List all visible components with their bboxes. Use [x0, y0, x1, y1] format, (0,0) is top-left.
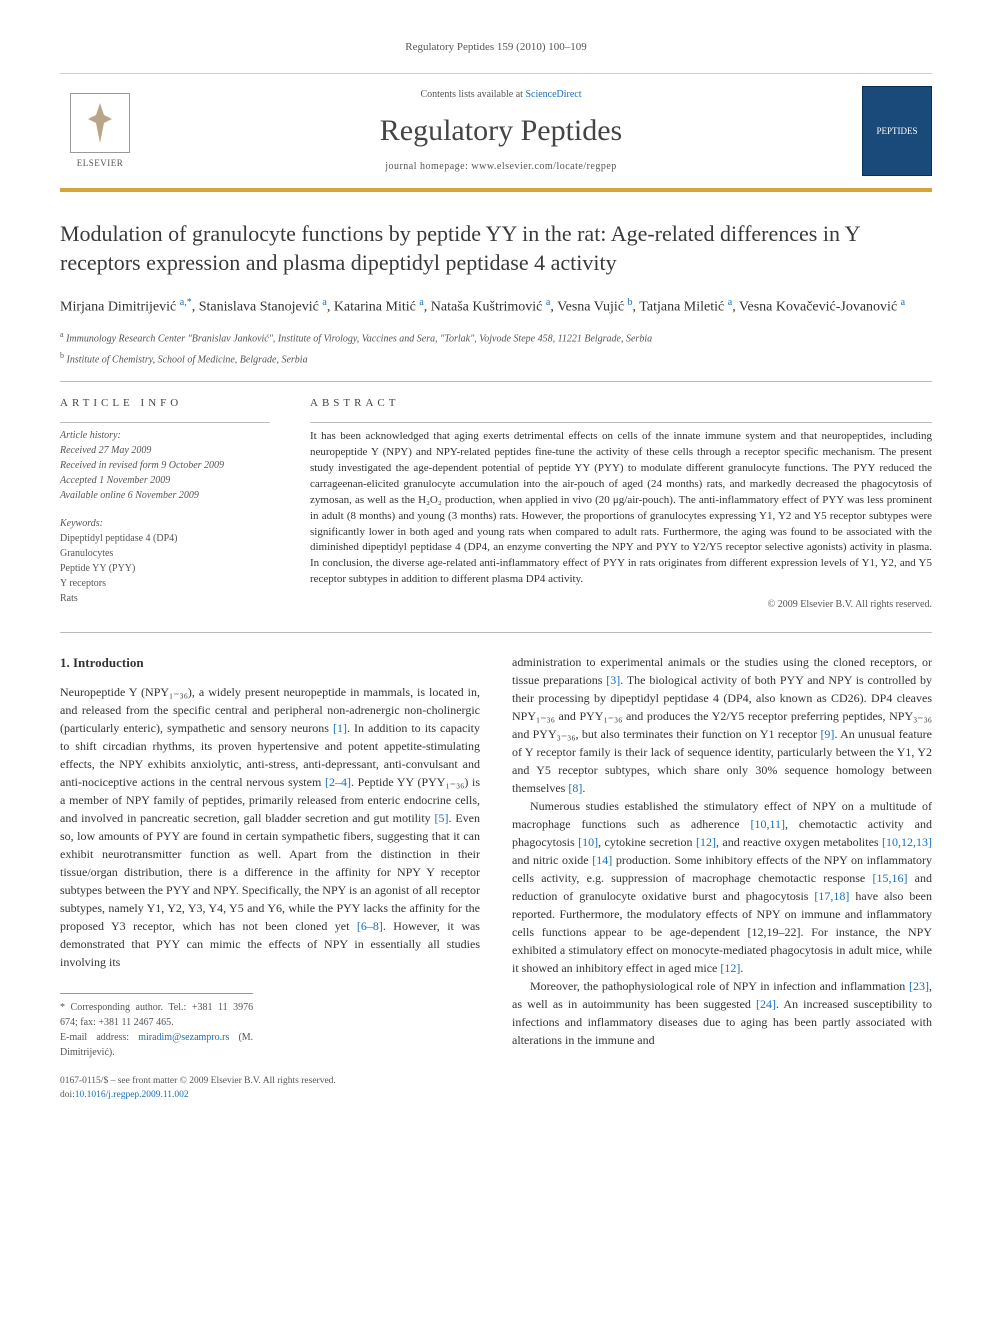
citation-link[interactable]: [5] [435, 811, 449, 825]
divider [60, 422, 270, 423]
homepage-prefix: journal homepage: [385, 161, 471, 172]
front-matter-line: 0167-0115/$ – see front matter © 2009 El… [60, 1074, 480, 1088]
keyword-line: Rats [60, 592, 270, 606]
divider [310, 422, 932, 423]
doi-block: 0167-0115/$ – see front matter © 2009 El… [60, 1074, 480, 1103]
citation-link[interactable]: [1] [333, 721, 347, 735]
citation-link[interactable]: [10,11] [750, 817, 785, 831]
sciencedirect-link[interactable]: ScienceDirect [525, 89, 581, 100]
abstract-copyright: © 2009 Elsevier B.V. All rights reserved… [310, 598, 932, 612]
section-heading-intro: 1. Introduction [60, 653, 480, 673]
citation-link[interactable]: [10] [578, 835, 598, 849]
email-label: E-mail address: [60, 1032, 138, 1043]
corr-email-line: E-mail address: miradim@sezampro.rs (M. … [60, 1030, 253, 1060]
elsevier-tree-icon [70, 93, 130, 153]
keyword-line: Granulocytes [60, 547, 270, 561]
body-paragraph: Moreover, the pathophysiological role of… [512, 977, 932, 1049]
info-abstract-row: article info Article history: Received 2… [60, 396, 932, 612]
citation-link[interactable]: [8] [568, 781, 582, 795]
affiliation-line: a Immunology Research Center "Branislav … [60, 329, 932, 346]
doi-link[interactable]: 10.1016/j.regpep.2009.11.002 [75, 1090, 189, 1100]
corresponding-author-footnote: * Corresponding author. Tel.: +381 11 39… [60, 993, 253, 1060]
article-title: Modulation of granulocyte functions by p… [60, 220, 932, 277]
divider [60, 632, 932, 633]
citation-link[interactable]: [6–8] [357, 919, 383, 933]
corr-line: * Corresponding author. Tel.: +381 11 39… [60, 1000, 253, 1030]
article-info: article info Article history: Received 2… [60, 396, 270, 612]
citation-link[interactable]: [2–4] [325, 775, 351, 789]
contents-prefix: Contents lists available at [420, 89, 525, 100]
journal-banner: ELSEVIER Contents lists available at Sci… [60, 73, 932, 192]
info-label: article info [60, 396, 270, 411]
body-paragraph: Neuropeptide Y (NPY₁₋₃₆), a widely prese… [60, 683, 480, 971]
homepage-line: journal homepage: www.elsevier.com/locat… [156, 160, 846, 174]
body-paragraph: administration to experimental animals o… [512, 653, 932, 797]
doi-line: doi:10.1016/j.regpep.2009.11.002 [60, 1088, 480, 1102]
citation-link[interactable]: [24] [756, 997, 776, 1011]
publisher-block: ELSEVIER [60, 93, 140, 170]
citation-link[interactable]: [3] [606, 673, 620, 687]
history-line: Accepted 1 November 2009 [60, 474, 270, 488]
abstract-label: abstract [310, 396, 932, 411]
keyword-line: Dipeptidyl peptidase 4 (DP4) [60, 532, 270, 546]
journal-name: Regulatory Peptides [156, 110, 846, 152]
author-list: Mirjana Dimitrijević a,*, Stanislava Sta… [60, 296, 932, 317]
history-heading: Article history: [60, 429, 270, 443]
running-head: Regulatory Peptides 159 (2010) 100–109 [60, 40, 932, 55]
citation-link[interactable]: [14] [592, 853, 612, 867]
body-paragraph: Numerous studies established the stimula… [512, 797, 932, 977]
contents-line: Contents lists available at ScienceDirec… [156, 88, 846, 102]
keyword-line: Peptide YY (PYY) [60, 562, 270, 576]
citation-link[interactable]: [23] [909, 979, 929, 993]
doi-prefix: doi: [60, 1090, 75, 1100]
divider [60, 381, 932, 382]
keywords-heading: Keywords: [60, 517, 270, 531]
history-line: Received 27 May 2009 [60, 444, 270, 458]
citation-link[interactable]: [12] [720, 961, 740, 975]
body-text: 1. Introduction Neuropeptide Y (NPY₁₋₃₆)… [60, 653, 932, 1102]
citation-link[interactable]: [12] [696, 835, 716, 849]
journal-cover-thumb: PEPTIDES [862, 86, 932, 176]
banner-center: Contents lists available at ScienceDirec… [156, 88, 846, 174]
elsevier-label: ELSEVIER [77, 157, 124, 170]
history-line: Available online 6 November 2009 [60, 489, 270, 503]
homepage-url[interactable]: www.elsevier.com/locate/regpep [471, 161, 616, 172]
citation-link[interactable]: [17,18] [814, 889, 849, 903]
citation-link[interactable]: [10,12,13] [882, 835, 932, 849]
keyword-line: Y receptors [60, 577, 270, 591]
citation-link[interactable]: [15,16] [872, 871, 907, 885]
abstract-text: It has been acknowledged that aging exer… [310, 429, 932, 588]
history-line: Received in revised form 9 October 2009 [60, 459, 270, 473]
abstract-block: abstract It has been acknowledged that a… [310, 396, 932, 612]
affiliation-line: b Institute of Chemistry, School of Medi… [60, 350, 932, 367]
citation-link[interactable]: [9] [820, 727, 834, 741]
corr-email-link[interactable]: miradim@sezampro.rs [138, 1032, 229, 1043]
